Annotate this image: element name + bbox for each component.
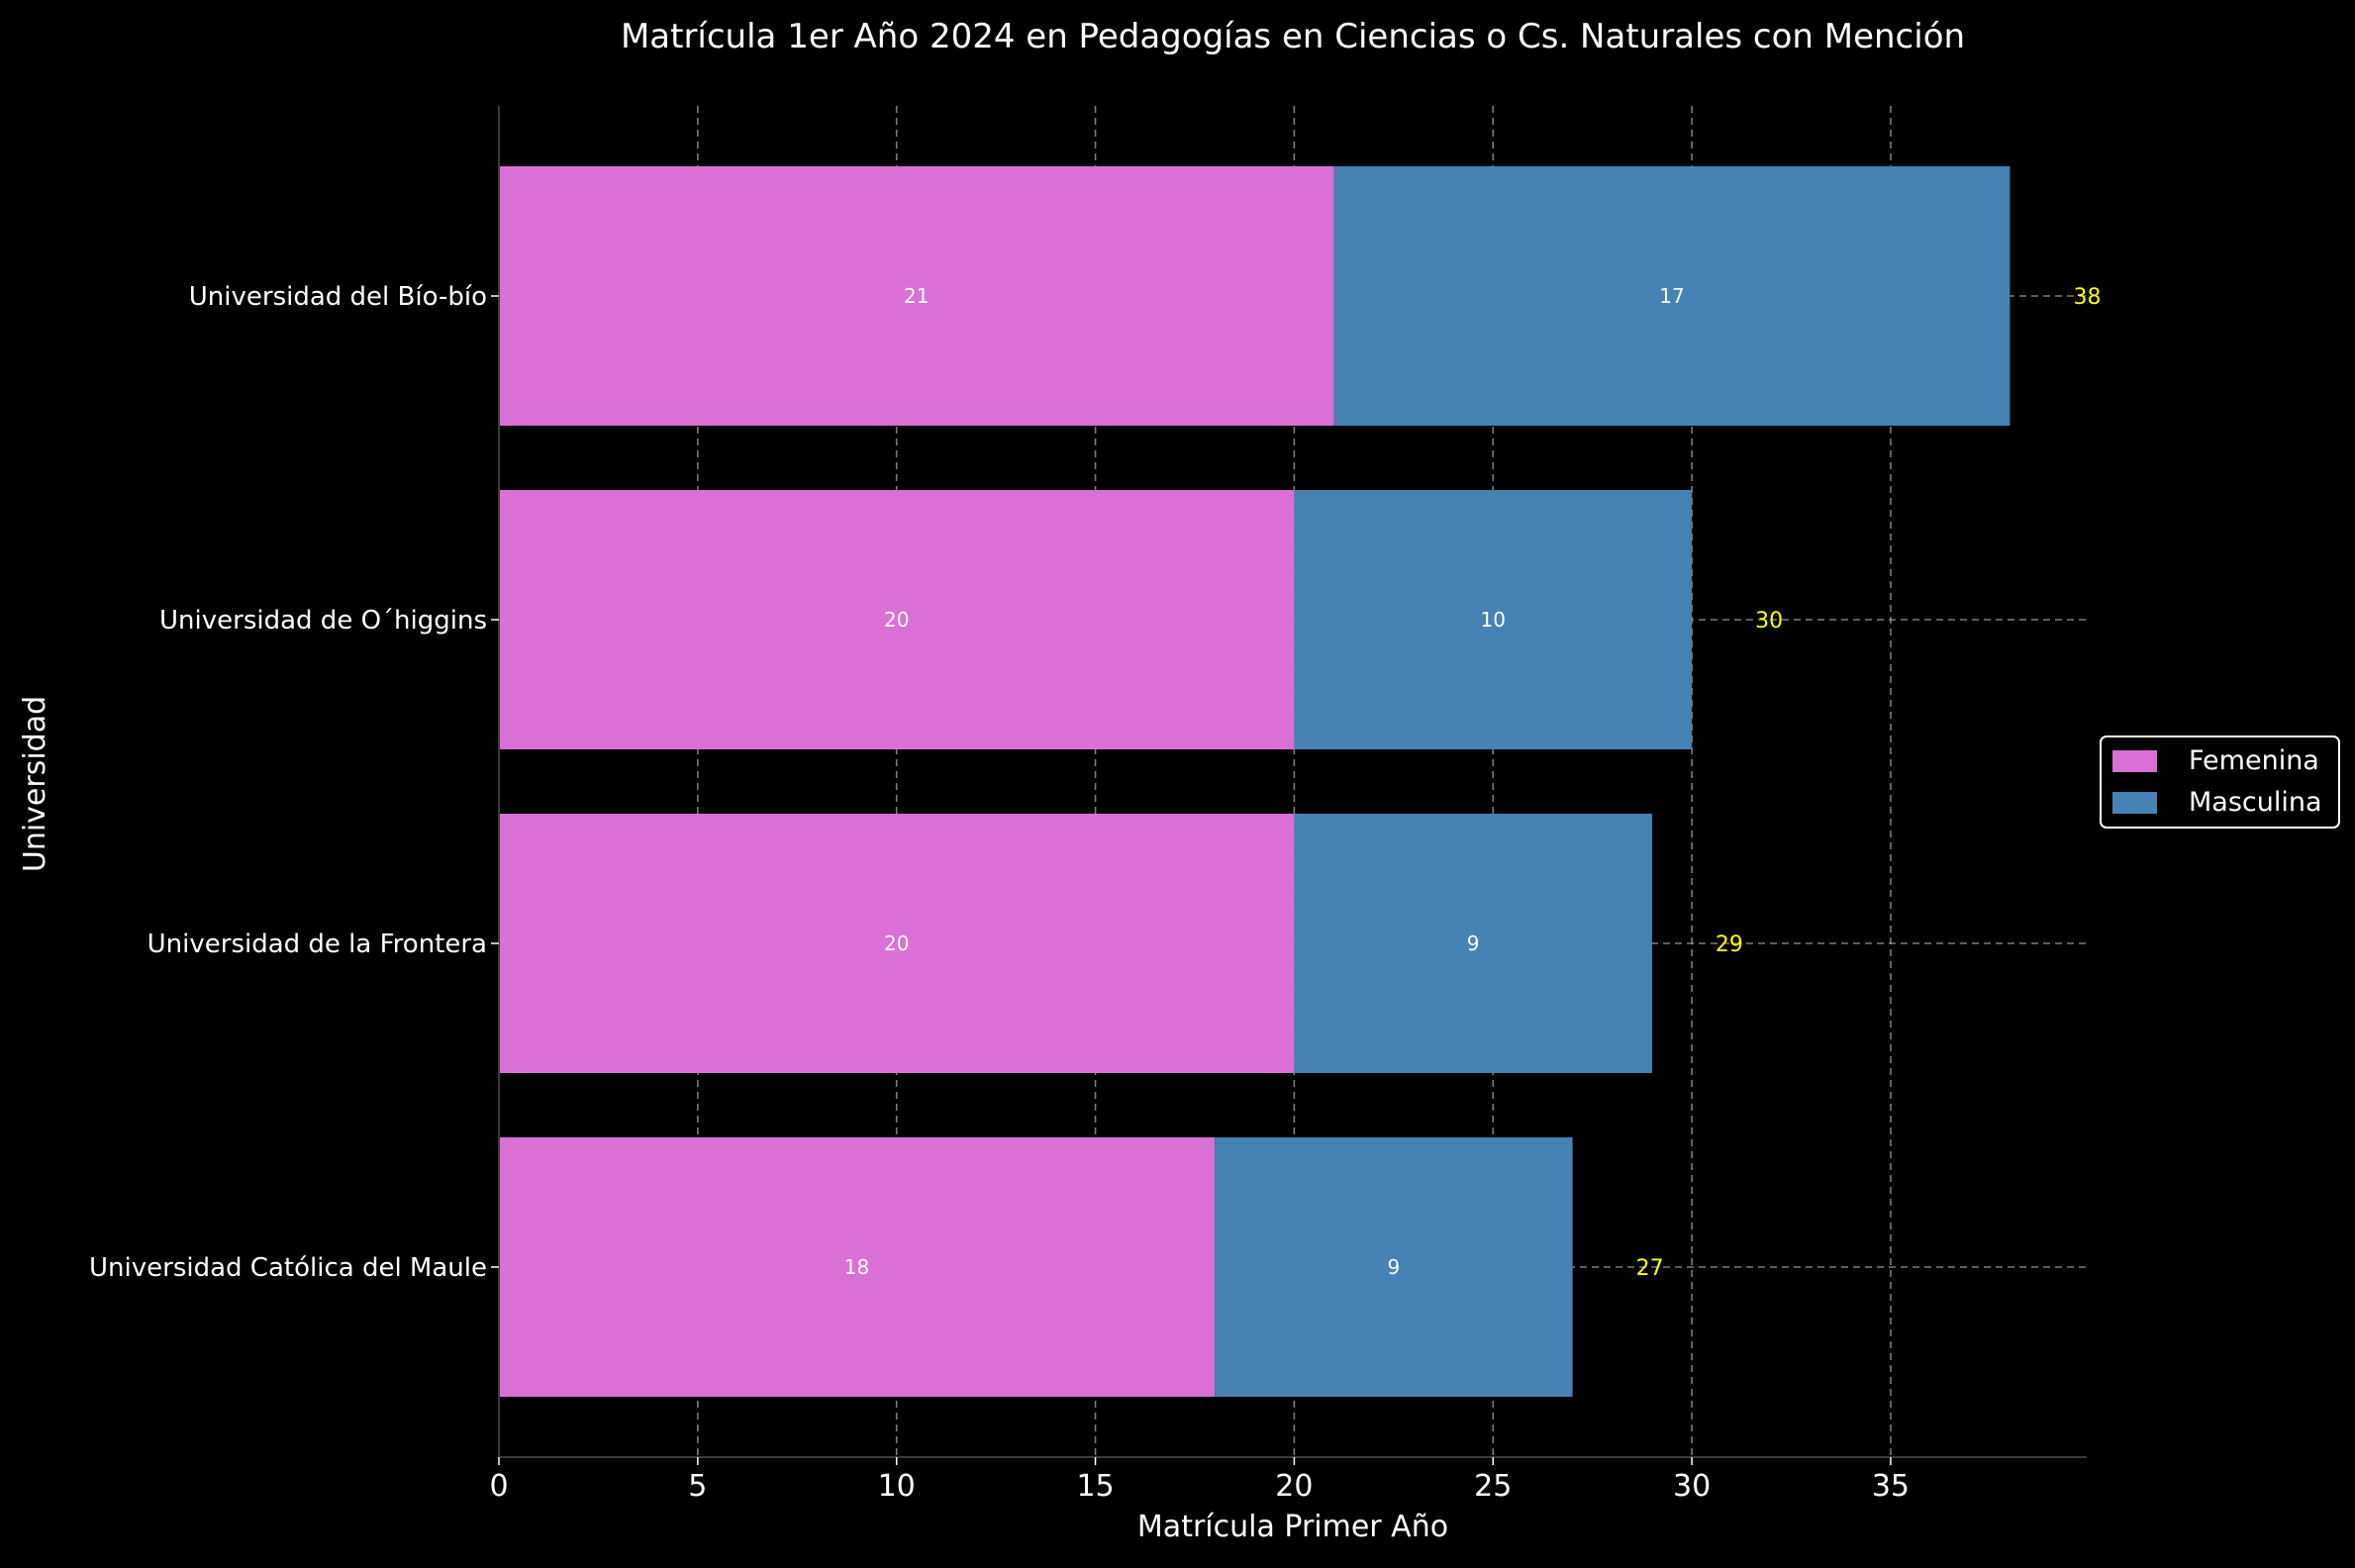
- chart-title: Matrícula 1er Año 2024 en Pedagogías en …: [621, 17, 1965, 56]
- legend: Femenina Masculina: [2100, 735, 2340, 829]
- x-tick-label-0: 0: [489, 1469, 508, 1504]
- y-tick-label-1: Universidad de O´higgins: [159, 606, 487, 636]
- segment-label-masculina-3: 9: [1387, 1255, 1400, 1279]
- bar-masculina-0: [1333, 166, 2011, 426]
- segment-label-masculina-0: 17: [1659, 284, 1684, 308]
- total-label-2: 29: [1716, 932, 1743, 957]
- x-tick-label-30: 30: [1673, 1469, 1711, 1504]
- x-tick-label-15: 15: [1076, 1469, 1114, 1504]
- data-labels: 21 17 38 20 10 30 20 9 29 18 9 27: [844, 284, 2102, 1281]
- y-tick-label-0: Universidad del Bío-bío: [189, 282, 487, 312]
- bar-femenina-3: [499, 1137, 1216, 1397]
- legend-label-femenina: Femenina: [2189, 745, 2319, 776]
- x-tick-label-20: 20: [1275, 1469, 1313, 1504]
- y-axis-label: Universidad: [18, 696, 52, 872]
- total-label-0: 38: [2073, 285, 2101, 310]
- segment-label-femenina-2: 20: [884, 931, 909, 955]
- x-tick-label-10: 10: [878, 1469, 916, 1504]
- segment-label-femenina-1: 20: [884, 608, 909, 632]
- segment-label-masculina-1: 10: [1481, 608, 1506, 632]
- bar-masculina-1: [1294, 490, 1693, 749]
- bar-femenina-2: [499, 814, 1295, 1073]
- legend-label-masculina: Masculina: [2189, 787, 2322, 818]
- legend-box: [2100, 735, 2340, 829]
- x-tick-label-25: 25: [1474, 1469, 1512, 1504]
- bar-masculina-2: [1294, 814, 1652, 1073]
- axes: 0 5 10 15 20 25 30 35 Universidad del Bío-bío Uni…: [89, 106, 2087, 1504]
- segment-label-femenina-3: 18: [844, 1255, 869, 1279]
- bar-masculina-3: [1215, 1137, 1573, 1397]
- y-tick-label-2: Universidad de la Frontera: [147, 930, 487, 959]
- x-tick-label-35: 35: [1872, 1469, 1910, 1504]
- x-tick-label-5: 5: [688, 1469, 707, 1504]
- bar-femenina-0: [499, 166, 1334, 426]
- segment-label-femenina-0: 21: [904, 284, 929, 308]
- bars: [499, 166, 2011, 1397]
- x-axis-label: Matrícula Primer Año: [1137, 1510, 1448, 1544]
- legend-swatch-femenina: [2112, 750, 2157, 772]
- legend-swatch-masculina: [2112, 792, 2157, 814]
- y-tick-label-3: Universidad Católica del Maule: [89, 1253, 487, 1283]
- segment-label-masculina-2: 9: [1467, 931, 1480, 955]
- total-label-3: 27: [1636, 1256, 1664, 1281]
- total-label-1: 30: [1755, 609, 1783, 634]
- bar-femenina-1: [499, 490, 1295, 749]
